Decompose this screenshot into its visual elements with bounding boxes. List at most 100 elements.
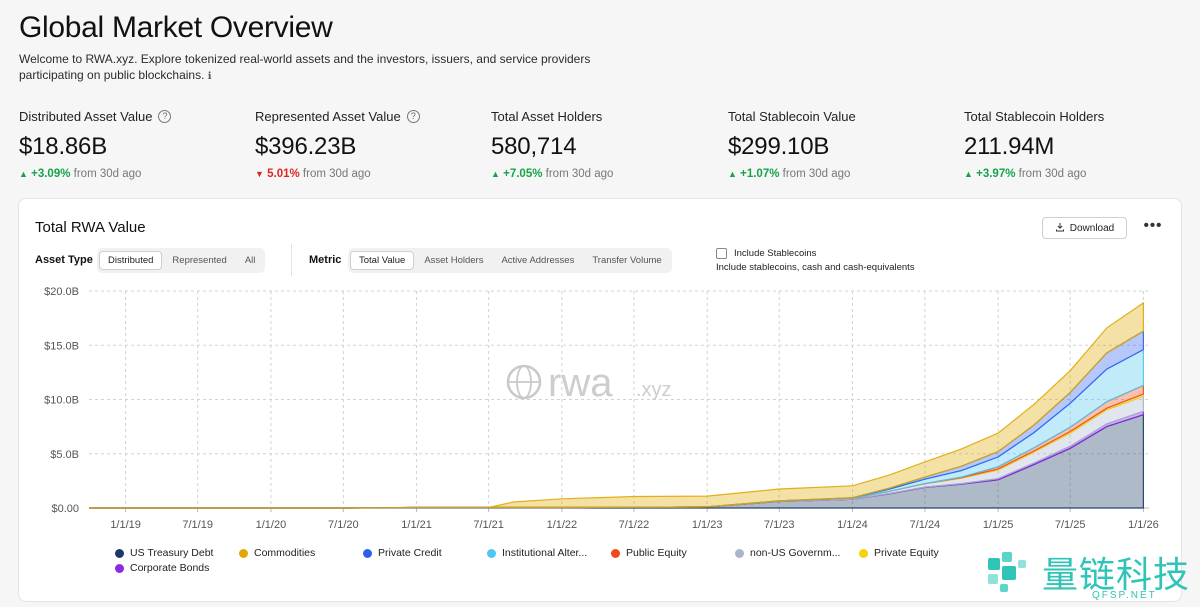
page-title: Global Market Overview xyxy=(19,11,333,44)
watermark-badge: 量链科技 QFSP.NET xyxy=(980,544,1195,604)
legend-label: Public Equity xyxy=(626,547,687,559)
y-tick-label: $15.0B xyxy=(44,340,79,352)
legend-swatch xyxy=(735,548,744,558)
x-tick-label: 1/1/21 xyxy=(401,519,432,531)
x-tick-label: 7/1/25 xyxy=(1055,519,1086,531)
info-icon[interactable]: ℹ xyxy=(207,71,212,82)
x-tick-label: 1/1/20 xyxy=(256,519,287,531)
stat-label: Represented Asset Value? xyxy=(255,109,485,124)
metric-transfer-volume[interactable]: Transfer Volume xyxy=(592,255,662,266)
legend-swatch xyxy=(487,548,496,558)
y-tick-label: $20.0B xyxy=(44,286,79,298)
y-tick-label: $10.0B xyxy=(44,395,79,407)
badge-text: 量链科技 xyxy=(1042,555,1191,596)
trend-down-icon: ▼ 5.01% xyxy=(255,168,300,180)
stat-label-text: Distributed Asset Value xyxy=(19,109,153,124)
legend-label: Commodities xyxy=(254,547,316,559)
legend-label: Private Credit xyxy=(378,547,442,559)
legend-item[interactable]: Commodities xyxy=(239,547,315,559)
stat-change-suffix: from 30d ago xyxy=(779,168,851,180)
stat-total-stablecoin-holders: Total Stablecoin Holders 211.94M ▲ +3.97% … xyxy=(964,109,1194,180)
include-stablecoins-label[interactable]: Include Stablecoins xyxy=(734,248,817,259)
help-icon[interactable]: ? xyxy=(158,110,172,123)
x-tick-label: 1/1/24 xyxy=(837,519,868,531)
stat-label: Total Stablecoin Value xyxy=(728,109,958,124)
trend-up-icon: ▲ +3.97% xyxy=(964,168,1016,180)
legend-swatch xyxy=(611,548,620,558)
stat-label-text: Total Asset Holders xyxy=(491,109,603,124)
include-stablecoins-checkbox[interactable] xyxy=(716,248,727,259)
legend-label: non-US Governm... xyxy=(750,547,841,559)
legend-item[interactable]: Private Credit xyxy=(363,547,442,559)
stat-total-asset-holders: Total Asset Holders 580,714 ▲ +7.05% from … xyxy=(491,109,721,180)
stat-change: ▼ 5.01% from 30d ago xyxy=(255,168,485,180)
intro-text: Welcome to RWA.xyz. Explore tokenized re… xyxy=(19,51,619,85)
download-label: Download xyxy=(1069,222,1115,234)
stat-value: $396.23B xyxy=(255,133,357,160)
stat-value: $299.10B xyxy=(728,133,830,160)
legend-swatch xyxy=(239,548,248,558)
more-options-button[interactable]: ••• xyxy=(1143,217,1163,234)
legend-item[interactable]: non-US Governm... xyxy=(735,547,840,559)
x-tick-label: 7/1/22 xyxy=(619,519,650,531)
download-icon xyxy=(1055,222,1065,235)
legend-swatch xyxy=(859,548,868,558)
asset-type-all[interactable]: All xyxy=(244,255,256,266)
legend-swatch xyxy=(115,563,124,573)
area-series-commodities xyxy=(89,301,1144,509)
y-tick-label: $0.00 xyxy=(51,503,79,515)
asset-type-distributed[interactable]: Distributed xyxy=(99,251,163,270)
x-tick-label: 7/1/24 xyxy=(910,519,941,531)
asset-type-selector: Distributed Represented All xyxy=(97,248,266,273)
x-tick-label: 7/1/19 xyxy=(182,519,213,531)
stat-label: Total Asset Holders xyxy=(491,109,721,124)
stat-change: ▲ +1.07% from 30d ago xyxy=(728,168,958,180)
metric-asset-holders[interactable]: Asset Holders xyxy=(424,255,484,266)
help-icon[interactable]: ? xyxy=(406,110,420,123)
x-tick-label: 7/1/20 xyxy=(328,519,359,531)
stat-label: Total Stablecoin Holders xyxy=(964,109,1194,124)
badge-logo-icon xyxy=(988,552,1026,592)
stat-label: Distributed Asset Value? xyxy=(19,109,249,124)
rwa-value-chart[interactable]: $0.00 $5.0B $10.0B $15.0B $20.0B 1/1/19 7/1/19… xyxy=(19,199,1183,539)
stat-change: ▲ +7.05% from 30d ago xyxy=(491,168,721,180)
legend-label: Institutional Alter... xyxy=(502,547,588,559)
x-tick-label: 1/1/25 xyxy=(983,519,1014,531)
stat-value: 580,714 xyxy=(491,133,577,160)
watermark-suffix: .xyz xyxy=(636,379,672,401)
asset-type-label: Asset Type xyxy=(35,254,93,266)
metric-total-value[interactable]: Total Value xyxy=(350,251,415,270)
stat-change: ▲ +3.09% from 30d ago xyxy=(19,168,249,180)
legend-item[interactable]: Institutional Alter... xyxy=(487,547,587,559)
x-tick-label: 1/1/26 xyxy=(1128,519,1159,531)
intro-text-body: Welcome to RWA.xyz. Explore tokenized re… xyxy=(19,52,591,82)
metric-active-addresses[interactable]: Active Addresses xyxy=(501,255,575,266)
stat-distributed-asset-value: Distributed Asset Value? $18.86B ▲ +3.09% … xyxy=(19,109,249,180)
legend-item[interactable]: US Treasury Debt xyxy=(115,547,213,559)
stat-change: ▲ +3.97% from 30d ago xyxy=(964,168,1194,180)
trend-up-icon: ▲ +1.07% xyxy=(728,168,780,180)
legend-label: Private Equity xyxy=(874,547,939,559)
x-tick-label: 1/1/19 xyxy=(110,519,141,531)
badge-sub: QFSP.NET xyxy=(1092,590,1157,601)
trend-up-icon: ▲ +3.09% xyxy=(19,168,71,180)
stat-value: 211.94M xyxy=(964,133,1055,160)
legend-item[interactable]: Public Equity xyxy=(611,547,687,559)
x-tick-label: 1/1/23 xyxy=(692,519,723,531)
include-stablecoins-sub: Include stablecoins, cash and cash-equiv… xyxy=(716,262,915,273)
legend-item[interactable]: Corporate Bonds xyxy=(115,562,209,574)
x-tick-label: 1/1/22 xyxy=(547,519,578,531)
stat-represented-asset-value: Represented Asset Value? $396.23B ▼ 5.01% … xyxy=(255,109,485,180)
metric-selector: Total Value Asset Holders Active Addresses… xyxy=(348,248,672,273)
y-tick-label: $5.0B xyxy=(50,449,79,461)
asset-type-represented[interactable]: Represented xyxy=(172,255,227,266)
stat-change-suffix: from 30d ago xyxy=(70,168,142,180)
legend-item[interactable]: Private Equity xyxy=(859,547,939,559)
download-button[interactable]: Download xyxy=(1042,217,1127,239)
stat-value: $18.86B xyxy=(19,133,108,160)
legend-swatch xyxy=(115,548,124,558)
stat-label-text: Total Stablecoin Holders xyxy=(964,109,1105,124)
legend-label: Corporate Bonds xyxy=(130,562,210,574)
controls-divider xyxy=(291,244,292,276)
metric-label: Metric xyxy=(309,254,342,266)
